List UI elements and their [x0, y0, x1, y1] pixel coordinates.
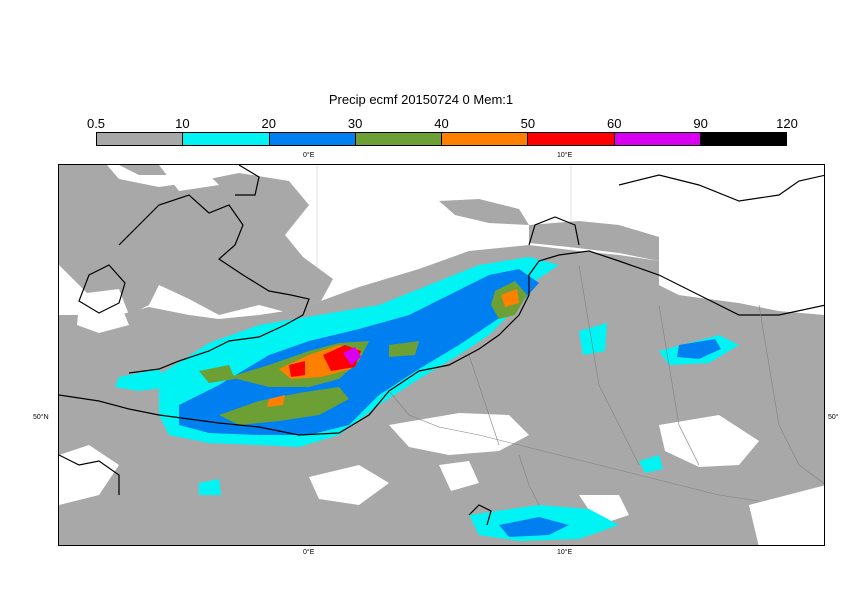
precip-0-5-10: [59, 165, 824, 545]
legend-tick-label: 20: [261, 116, 276, 131]
legend-tick-label: 50: [520, 116, 536, 131]
legend-swatch: [614, 133, 701, 145]
lon-label-top-10e: 10°E: [557, 152, 573, 159]
lon-label-bottom-10e: 10°E: [557, 549, 573, 556]
legend-swatch: [97, 133, 184, 145]
no-precip-areas: [59, 165, 824, 545]
color-legend: [96, 132, 787, 146]
legend-tick-label: 40: [434, 116, 449, 131]
legend-tick-label: 0.5: [86, 116, 106, 131]
legend-tick-label: 60: [607, 116, 622, 131]
legend-swatch: [700, 133, 786, 145]
legend-tick-label: 90: [693, 116, 708, 131]
lat-label-right-50: 50°: [828, 414, 839, 421]
lat-label-left-50n: 50°N: [33, 414, 49, 421]
lon-label-top-0e: 0°E: [303, 152, 315, 159]
map-title: Precip ecmf 20150724 0 Mem:1: [328, 92, 514, 107]
legend-swatch: [183, 133, 270, 145]
legend-swatch: [355, 133, 442, 145]
lon-label-bottom-0e: 0°E: [303, 549, 315, 556]
legend-swatch: [442, 133, 529, 145]
map-panel: [58, 164, 825, 546]
precip-map: [59, 165, 824, 545]
legend-tick-label: 10: [175, 116, 190, 131]
precip-60-90: [343, 347, 361, 365]
coastlines: [59, 165, 824, 526]
legend-tick-label: 120: [776, 116, 798, 131]
legend-tick-label: 30: [347, 116, 363, 131]
country-borders: [388, 264, 824, 506]
legend-swatch: [269, 133, 356, 145]
legend-swatch: [528, 133, 615, 145]
